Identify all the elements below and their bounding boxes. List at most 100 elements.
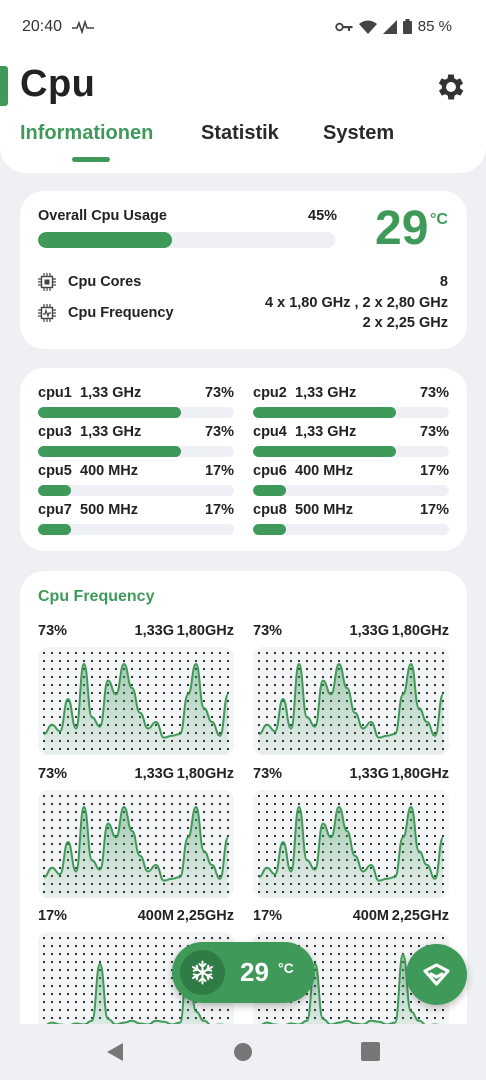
- core-frequency: 400 MHz: [80, 463, 139, 479]
- core-name: cpu6: [253, 463, 287, 479]
- core-frequency: 1,33 GHz: [295, 385, 357, 401]
- chart-line: [43, 663, 229, 739]
- core-name: cpu7: [38, 502, 72, 518]
- snowflake-icon: [192, 960, 213, 985]
- core-name: cpu2: [253, 385, 287, 401]
- core-percent: 17%: [419, 463, 449, 479]
- chart-max-frequency: 2,25GHz: [176, 908, 234, 924]
- chart-usage-percent: 73%: [38, 766, 68, 782]
- core-name: cpu5: [38, 463, 72, 479]
- chart-usage-percent: 73%: [253, 766, 283, 782]
- core-usage-fill: [253, 446, 397, 457]
- chevron-down-icon: [423, 963, 450, 986]
- frequency-label: Cpu Frequency: [68, 305, 174, 321]
- home-icon[interactable]: [233, 1042, 253, 1062]
- frequency-chart-1: 73% 1,33G 1,80GHz: [38, 623, 234, 763]
- core-name: cpu8: [253, 502, 287, 518]
- core-name: cpu3: [38, 424, 72, 440]
- core-item-cpu6: cpu6 400 MHz 17%: [253, 463, 449, 497]
- core-percent: 73%: [419, 424, 449, 440]
- chart-line: [43, 953, 229, 1027]
- core-percent: 73%: [419, 385, 449, 401]
- pill-temperature: 29: [240, 957, 269, 987]
- tab-system[interactable]: System: [323, 122, 395, 144]
- frequency-line-2: 2 x 2,25 GHz: [362, 315, 448, 331]
- chart-usage-percent: 17%: [38, 908, 68, 924]
- usage-bar: [38, 232, 335, 248]
- core-frequency: 1,33 GHz: [295, 424, 357, 440]
- chart-line: [258, 806, 444, 882]
- status-time: 20:40: [22, 18, 63, 35]
- core-item-cpu5: cpu5 400 MHz 17%: [38, 463, 234, 497]
- frequency-chart-4: 73% 1,33G 1,80GHz: [253, 766, 449, 906]
- expand-button[interactable]: [406, 944, 467, 1005]
- gear-icon[interactable]: [434, 70, 468, 104]
- core-usage-fill: [38, 446, 182, 457]
- frequency-chart-2: 73% 1,33G 1,80GHz: [253, 623, 449, 763]
- cpu-chip-icon: [38, 273, 56, 291]
- frequency-chart-3: 73% 1,33G 1,80GHz: [38, 766, 234, 906]
- back-icon[interactable]: [105, 1042, 125, 1062]
- core-usage-bar: [253, 446, 449, 457]
- core-usage-bar: [38, 446, 234, 457]
- core-percent: 17%: [204, 502, 234, 518]
- core-usage-bar: [253, 524, 449, 535]
- usage-label: Overall Cpu Usage: [38, 208, 167, 224]
- core-item-cpu8: cpu8 500 MHz 17%: [253, 502, 449, 536]
- core-percent: 17%: [204, 463, 234, 479]
- core-usage-fill: [38, 485, 72, 496]
- chart-current-frequency: 1,33G: [349, 623, 390, 639]
- chart-plot-area: [253, 647, 449, 755]
- core-usage-fill: [253, 485, 287, 496]
- chart-current-frequency: 400M: [352, 908, 389, 924]
- core-percent: 73%: [204, 424, 234, 440]
- core-usage-fill: [253, 524, 287, 535]
- cores-value: 8: [439, 274, 448, 290]
- chart-line: [43, 806, 229, 882]
- chart-plot-area: [38, 647, 234, 755]
- core-percent: 73%: [204, 385, 234, 401]
- tab-informationen[interactable]: Informationen: [20, 122, 154, 144]
- core-frequency: 500 MHz: [80, 502, 139, 518]
- core-usage-bar: [38, 485, 234, 496]
- core-frequency: 1,33 GHz: [80, 385, 142, 401]
- tab-statistik[interactable]: Statistik: [201, 122, 279, 144]
- wifi-icon: [358, 20, 377, 34]
- page-title: Cpu: [20, 63, 96, 105]
- core-percent: 17%: [419, 502, 449, 518]
- battery-percent: 85 %: [417, 18, 452, 35]
- chart-max-frequency: 1,80GHz: [391, 766, 449, 782]
- activity-icon: [72, 20, 94, 34]
- core-frequency: 500 MHz: [295, 502, 354, 518]
- chart-current-frequency: 1,33G: [134, 766, 175, 782]
- core-usage-fill: [38, 524, 72, 535]
- usage-percent: 45%: [308, 208, 338, 224]
- cores-card: cpu1 1,33 GHz 73% cpu2 1,33 GHz 73% cpu3 1,33 G…: [20, 368, 467, 551]
- status-icons: 85 %: [335, 18, 452, 35]
- temperature-pill[interactable]: 29 °C: [172, 942, 315, 1003]
- overview-card: Overall Cpu Usage 45% 29 °C Cpu Cores 8 …: [20, 191, 467, 349]
- temperature-value: 29: [375, 202, 429, 255]
- vpn-key-icon: [335, 22, 353, 31]
- frequency-line-1: 4 x 1,80 GHz , 2 x 2,80 GHz: [265, 295, 448, 311]
- core-usage-fill: [38, 407, 182, 418]
- core-usage-bar: [38, 407, 234, 418]
- frequency-section-title: Cpu Frequency: [38, 588, 155, 605]
- chart-current-frequency: 400M: [137, 908, 174, 924]
- core-name: cpu4: [253, 424, 287, 440]
- battery-icon: [402, 19, 412, 34]
- status-bar: 20:40 85 %: [0, 0, 486, 56]
- core-usage-bar: [38, 524, 234, 535]
- navigation-bar: [0, 1024, 486, 1080]
- chart-usage-percent: 73%: [38, 623, 68, 639]
- recents-icon[interactable]: [361, 1042, 380, 1061]
- core-name: cpu1: [38, 385, 72, 401]
- chart-current-frequency: 1,33G: [134, 623, 175, 639]
- core-item-cpu7: cpu7 500 MHz 17%: [38, 502, 234, 536]
- chart-max-frequency: 2,25GHz: [391, 908, 449, 924]
- app-header: Cpu Informationen Statistik System: [0, 56, 486, 173]
- chart-current-frequency: 1,33G: [349, 766, 390, 782]
- title-accent-bar: [0, 66, 8, 106]
- chart-usage-percent: 73%: [253, 623, 283, 639]
- cooling-button[interactable]: [180, 950, 225, 995]
